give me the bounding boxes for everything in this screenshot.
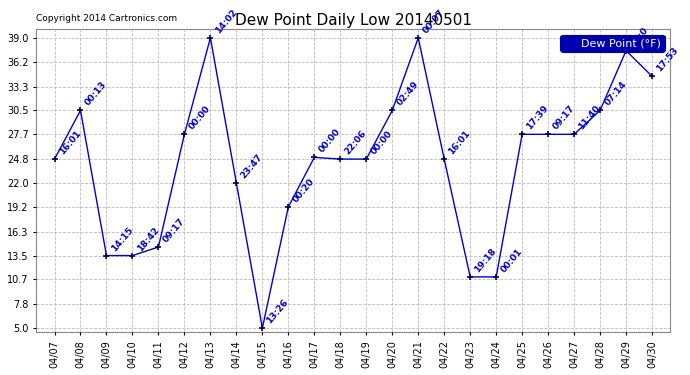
Text: 09:17: 09:17 [161,216,186,244]
Text: 13:26: 13:26 [265,298,290,326]
Text: 09:17: 09:17 [551,104,576,132]
Text: 00:01: 00:01 [499,247,524,274]
Text: Copyright 2014 Cartronics.com: Copyright 2014 Cartronics.com [37,14,177,23]
Text: 17:53: 17:53 [655,46,680,74]
Text: 14:15: 14:15 [109,225,135,253]
Text: 00:07: 00:07 [421,8,446,35]
Text: 00:0: 00:0 [629,25,650,48]
Text: 00:00: 00:00 [187,104,212,132]
Text: 16:01: 16:01 [57,129,83,156]
Text: 14:02: 14:02 [213,8,239,35]
Text: 00:00: 00:00 [369,129,394,156]
Text: 18:42: 18:42 [135,225,161,253]
Text: 23:47: 23:47 [239,152,264,180]
Text: 19:18: 19:18 [473,246,498,274]
Text: 02:49: 02:49 [395,80,420,108]
Text: 11:40: 11:40 [577,104,602,132]
Text: 07:14: 07:14 [603,80,629,108]
Legend: Dew Point (°F): Dew Point (°F) [560,35,664,51]
Text: 00:00: 00:00 [317,127,342,154]
Text: 17:39: 17:39 [525,104,551,132]
Text: 00:20: 00:20 [291,177,316,204]
Text: 00:13: 00:13 [83,80,108,108]
Title: Dew Point Daily Low 20140501: Dew Point Daily Low 20140501 [235,13,472,28]
Text: 22:06: 22:06 [343,129,368,156]
Text: 16:01: 16:01 [447,129,472,156]
